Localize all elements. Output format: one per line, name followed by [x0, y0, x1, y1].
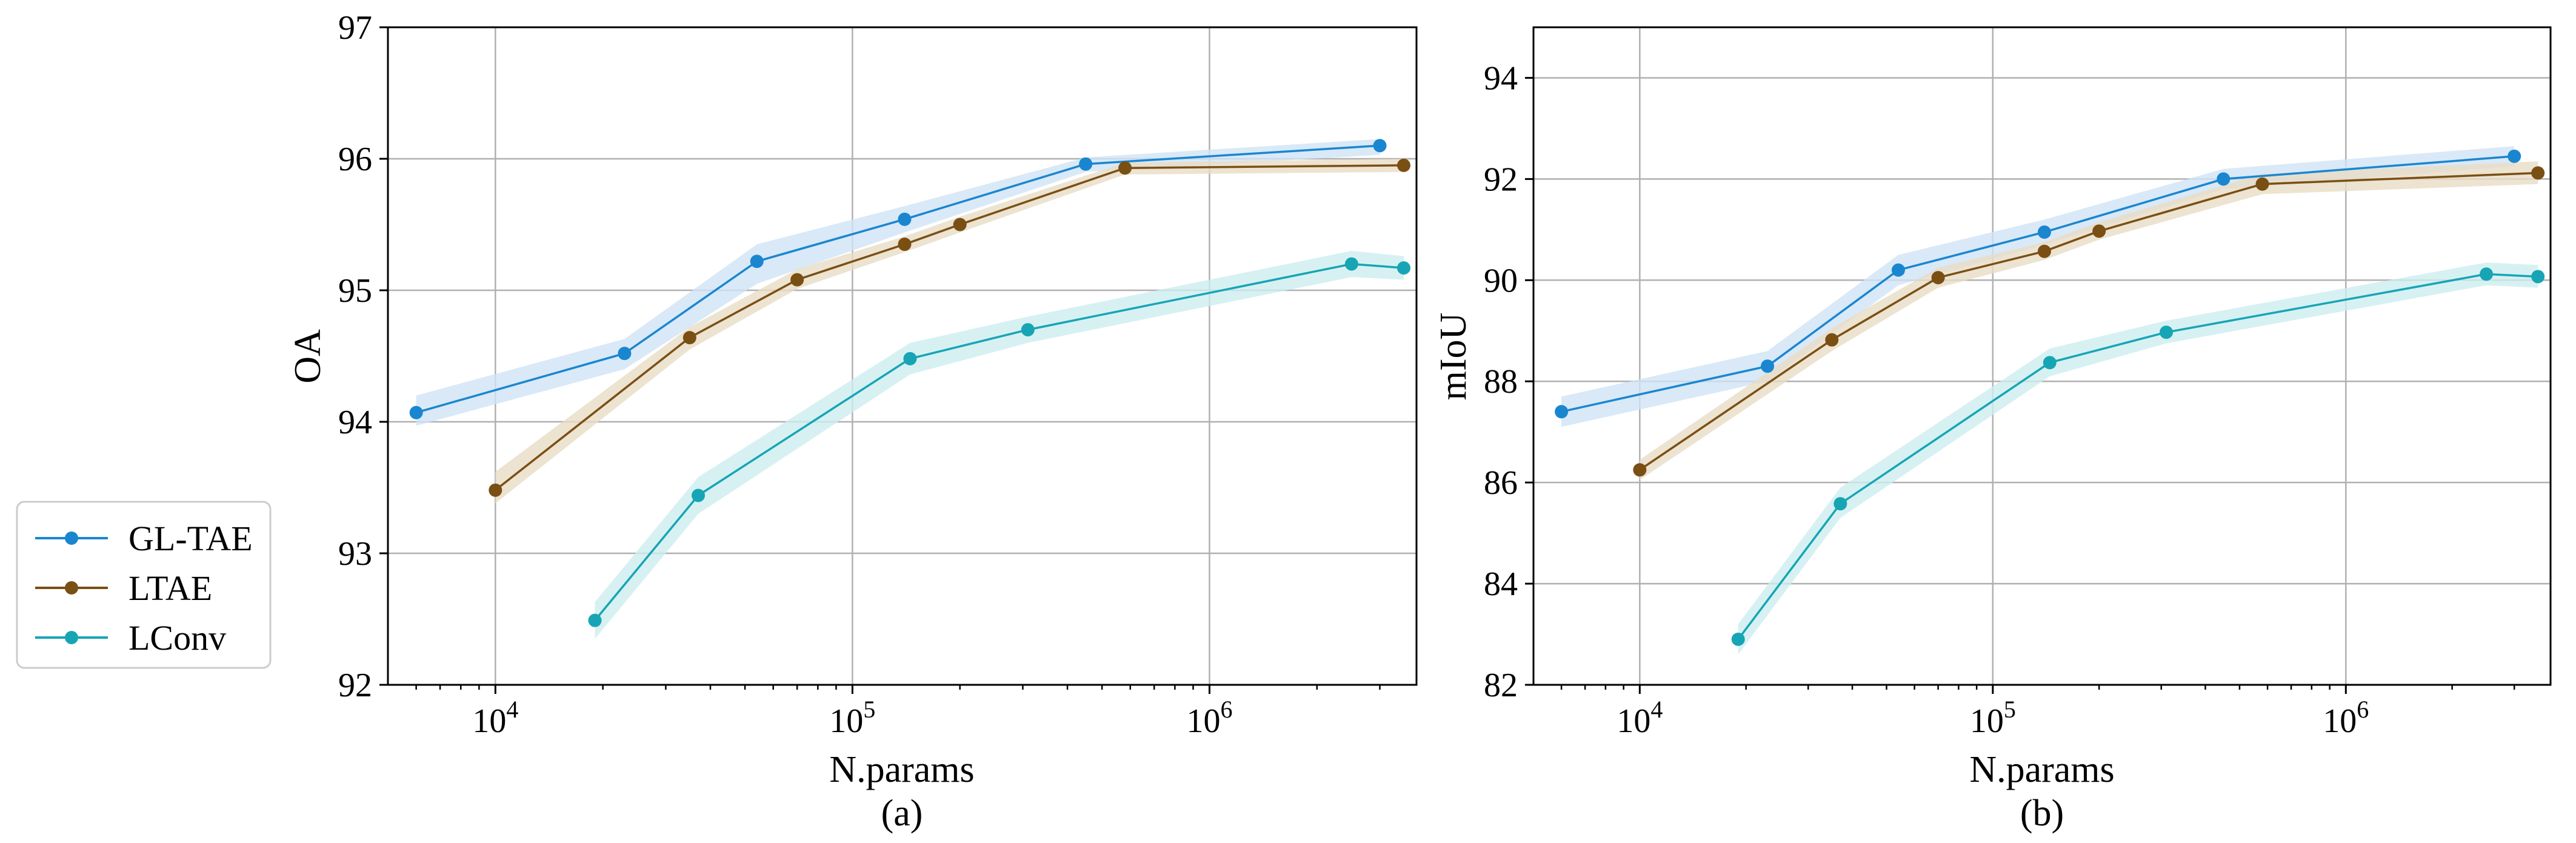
chart-a-ytick-label: 97 [338, 9, 372, 47]
chart-b-point-lconv [2531, 270, 2545, 284]
legend-label-lconv: LConv [128, 618, 226, 658]
chart-a-ytick-label: 92 [338, 667, 372, 704]
chart-a-ytick-label: 95 [338, 272, 372, 310]
chart-panel-a: 92 93 94 95 96 97 104 105 106 N.params (a) OA [287, 9, 1418, 834]
legend-marker-lconv [65, 631, 78, 644]
chart-b-point-gl-tae [1555, 405, 1569, 419]
chart-a-point-lconv [903, 352, 917, 365]
chart-b-y-ticks: 82 84 86 88 90 92 94 [1484, 59, 1533, 704]
chart-b-point-lconv [2480, 267, 2494, 281]
chart-a-point-ltae [1118, 161, 1132, 175]
chart-a-point-gl-tae [618, 347, 632, 361]
legend-marker-gl-tae [65, 531, 78, 545]
chart-a-point-lconv [1021, 323, 1035, 337]
chart-b-point-ltae [2092, 224, 2106, 238]
chart-a-line-lconv [594, 262, 1404, 621]
legend-label-ltae: LTAE [128, 568, 212, 608]
chart-a-ylabel: OA [287, 329, 329, 384]
chart-a-point-lconv [588, 613, 602, 627]
chart-a-xtick-label: 106 [1186, 696, 1232, 740]
chart-a-point-ltae [489, 483, 502, 497]
chart-b-xtick-label: 105 [1970, 696, 2016, 740]
chart-a-point-ltae [1396, 158, 1410, 172]
chart-a-point-gl-tae [409, 405, 423, 419]
chart-a-ytick-label: 93 [338, 535, 372, 573]
chart-panel-b: 82 84 86 88 90 92 94 104 105 106 N.params (b) mI… [1433, 26, 2552, 834]
chart-b-point-ltae [2255, 177, 2269, 191]
chart-a-point-gl-tae [898, 212, 912, 226]
chart-a-point-ltae [682, 331, 696, 345]
chart-b-confidence-bands [1561, 146, 2538, 655]
chart-b-ytick-label: 82 [1484, 667, 1518, 704]
chart-a-x-ticks: 104 105 106 [415, 685, 1381, 740]
chart-b-point-lconv [2043, 356, 2057, 370]
legend-box [16, 501, 272, 669]
chart-b-point-gl-tae [1891, 263, 1905, 277]
chart-a-data-points [409, 139, 1410, 627]
chart-b-xtick-label: 104 [1617, 696, 1663, 740]
legend-label-gl-tae: GL-TAE [128, 519, 253, 558]
chart-a-point-lconv [1344, 257, 1358, 271]
chart-b-ytick-label: 88 [1484, 363, 1518, 401]
chart-a-point-ltae [953, 218, 967, 232]
chart-a-gridlines [388, 27, 1416, 685]
chart-a-point-gl-tae [1373, 139, 1387, 153]
chart-legend: GL-TAE LTAE LConv [16, 501, 272, 669]
chart-b-band-lconv [1738, 262, 2538, 655]
chart-a-ytick-label: 96 [338, 141, 372, 178]
chart-b-line-lconv [1737, 273, 2538, 640]
chart-b-xlabel: N.params [1969, 749, 2114, 790]
chart-a-ytick-label: 94 [338, 404, 372, 441]
chart-b-point-ltae [2531, 166, 2545, 180]
chart-b-point-lconv [1731, 632, 1745, 646]
chart-b-xtick-label: 106 [2323, 696, 2369, 740]
chart-a-y-ticks: 92 93 94 95 96 97 [338, 9, 388, 704]
chart-b-point-ltae [2037, 244, 2051, 258]
chart-a-band-gl-tae [416, 139, 1380, 426]
chart-b-point-gl-tae [1761, 359, 1775, 373]
chart-a-point-ltae [790, 273, 804, 287]
chart-a-line-gl-tae [416, 144, 1380, 414]
chart-b-point-lconv [1834, 497, 1847, 511]
chart-b-point-gl-tae [2508, 149, 2521, 163]
chart-a-frame [387, 26, 1418, 686]
chart-a-band-lconv [595, 250, 1404, 639]
chart-b-data-points [1555, 149, 2545, 646]
chart-a-xtick-label: 105 [829, 696, 875, 740]
legend-marker-ltae [65, 581, 78, 595]
chart-a-caption: (a) [881, 793, 923, 834]
chart-b-ylabel: mIoU [1433, 313, 1474, 401]
chart-b-point-gl-tae [2037, 225, 2051, 239]
chart-b-caption: (b) [2020, 793, 2064, 834]
chart-a-xlabel: N.params [829, 749, 974, 790]
chart-b-frame [1532, 26, 2552, 686]
chart-a-point-lconv [692, 488, 706, 502]
chart-a-point-ltae [898, 238, 912, 252]
chart-b-point-gl-tae [2217, 172, 2231, 186]
chart-a-point-gl-tae [750, 255, 764, 268]
chart-b-ytick-label: 92 [1484, 161, 1518, 198]
chart-b-point-ltae [1633, 463, 1647, 477]
chart-b-point-ltae [1825, 333, 1839, 347]
chart-a-point-lconv [1396, 261, 1410, 275]
chart-b-ytick-label: 84 [1484, 565, 1518, 603]
chart-b-point-ltae [1931, 271, 1945, 285]
chart-b-line-gl-tae [1561, 155, 2515, 413]
chart-b-ytick-label: 86 [1484, 464, 1518, 502]
chart-b-x-ticks: 104 105 106 [1560, 685, 2515, 740]
chart-b-point-lconv [2160, 325, 2174, 339]
chart-a-xtick-label: 104 [472, 696, 518, 740]
chart-a-point-gl-tae [1079, 157, 1093, 171]
chart-b-ytick-label: 94 [1484, 59, 1518, 97]
chart-b-ytick-label: 90 [1484, 262, 1518, 299]
